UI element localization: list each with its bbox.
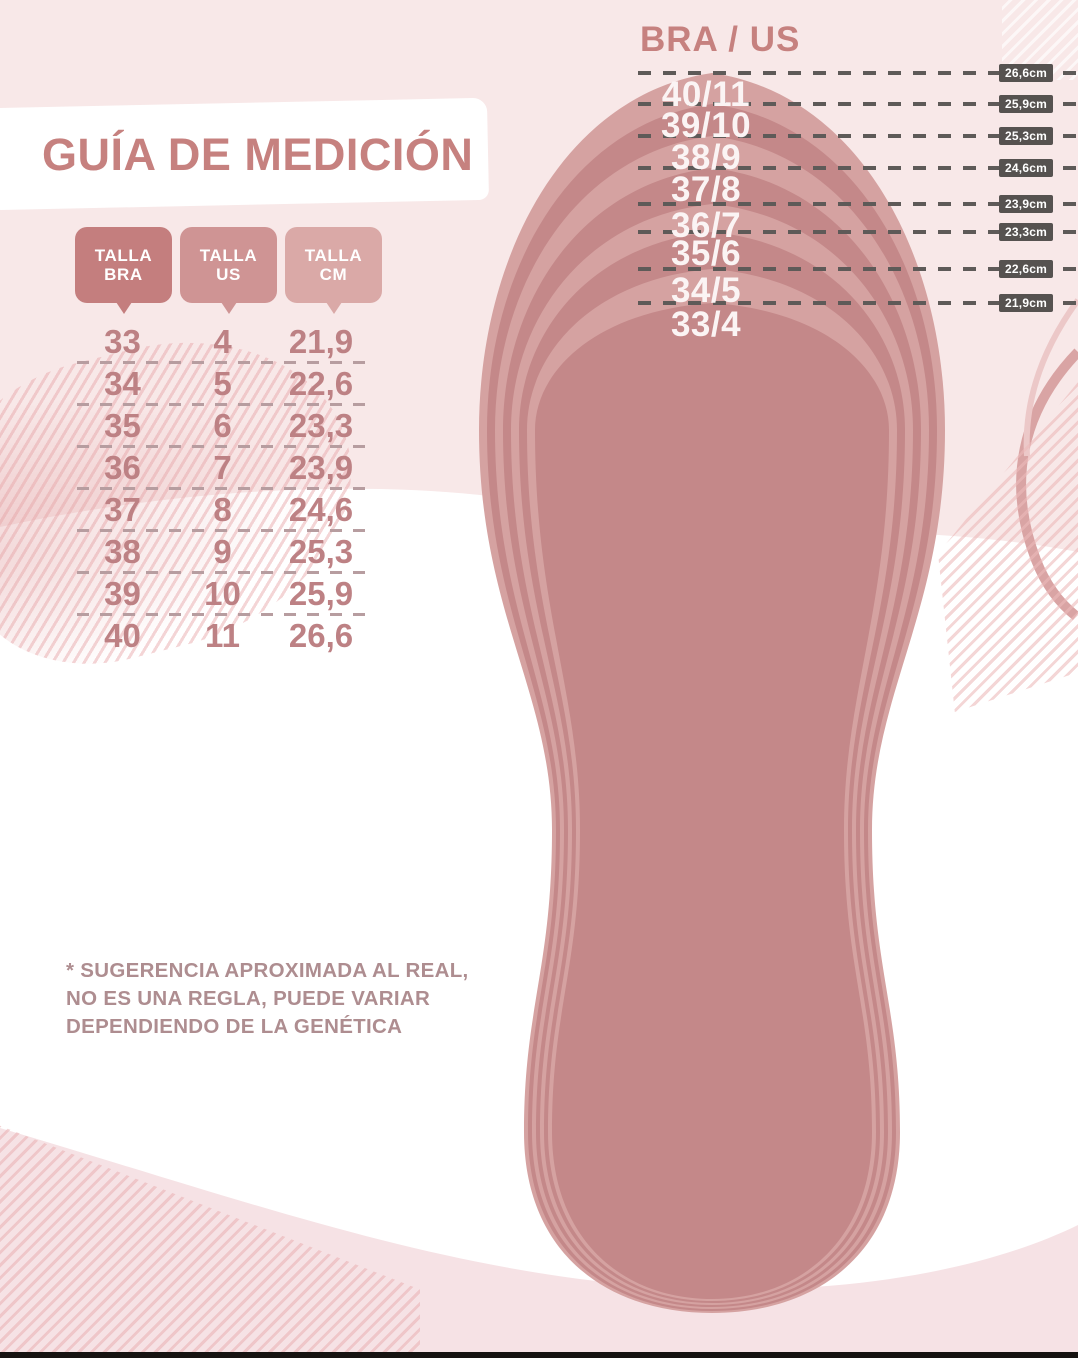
table-row: 39 10 25,9 xyxy=(75,574,367,613)
cell-bra: 34 xyxy=(104,365,141,402)
cell-cm: 22,6 xyxy=(288,365,354,402)
diagram-heading: BRA / US xyxy=(640,20,801,59)
header-line: TALLA xyxy=(304,245,363,265)
cell-cm: 25,3 xyxy=(288,533,354,570)
cm-badge: 25,9cm xyxy=(999,95,1053,113)
bottom-edge-bar xyxy=(0,1352,1078,1358)
measurement-dash-line xyxy=(638,71,1078,75)
cell-cm: 25,9 xyxy=(288,575,354,612)
cell-us: 6 xyxy=(213,407,232,444)
cell-us: 9 xyxy=(213,533,232,570)
cell-cm: 21,9 xyxy=(288,323,354,360)
cm-badge: 26,6cm xyxy=(999,64,1053,82)
cm-badge: 21,9cm xyxy=(999,294,1053,312)
cell-cm: 23,9 xyxy=(288,449,354,486)
cell-us: 4 xyxy=(213,323,232,360)
header-line: TALLA xyxy=(199,245,258,265)
cell-us: 10 xyxy=(204,575,241,612)
table-row: 37 8 24,6 xyxy=(75,490,367,529)
table-row: 33 4 21,9 xyxy=(75,322,367,361)
cell-cm: 26,6 xyxy=(288,617,354,654)
measurement-dash-line xyxy=(638,166,1078,170)
disclaimer-line: NO ES UNA REGLA, PUEDE VARIAR xyxy=(66,987,431,1010)
measurement-dash-line xyxy=(638,230,1078,234)
cell-bra: 39 xyxy=(104,575,141,612)
size-table: 33 4 21,9 34 5 22,6 35 6 23,3 36 7 23,9 … xyxy=(75,322,367,655)
size-label: 33/4 xyxy=(670,305,742,344)
cm-badge: 24,6cm xyxy=(999,159,1053,177)
cell-cm: 24,6 xyxy=(288,491,354,528)
size-label: 38/9 xyxy=(670,138,742,177)
cell-us: 8 xyxy=(213,491,232,528)
header-talla-cm: TALLA CM xyxy=(285,227,382,314)
header-line: TALLA xyxy=(94,245,153,265)
size-label: 35/6 xyxy=(670,234,742,273)
measurement-dash-line xyxy=(638,102,1078,106)
measurement-dash-line xyxy=(638,301,1078,305)
cell-cm: 23,3 xyxy=(288,407,354,444)
header-line: CM xyxy=(319,265,348,284)
insole-outline xyxy=(535,303,889,1299)
cell-bra: 36 xyxy=(104,449,141,486)
header-line: US xyxy=(216,265,241,284)
table-row: 38 9 25,3 xyxy=(75,532,367,571)
measurement-dash-line xyxy=(638,267,1078,271)
size-label: 40/11 xyxy=(661,75,751,114)
header-talla-us: TALLA US xyxy=(180,227,277,314)
disclaimer-line: * SUGERENCIA APROXIMADA AL REAL, xyxy=(66,959,469,982)
cm-badge: 23,9cm xyxy=(999,195,1053,213)
page-title: GUÍA DE MEDICIÓN xyxy=(42,129,474,180)
row-separator xyxy=(77,571,365,574)
cell-bra: 35 xyxy=(104,407,141,444)
table-row: 36 7 23,9 xyxy=(75,448,367,487)
row-separator xyxy=(77,613,365,616)
measurement-dash-line xyxy=(638,134,1078,138)
table-header-row: TALLA BRA TALLA US TALLA CM xyxy=(75,227,382,314)
size-label: 36/7 xyxy=(670,206,742,245)
size-label: 34/5 xyxy=(670,271,742,310)
size-label: 39/10 xyxy=(660,106,752,145)
cm-badge: 22,6cm xyxy=(999,260,1053,278)
row-separator xyxy=(77,487,365,490)
cell-us: 5 xyxy=(213,365,232,402)
header-talla-bra: TALLA BRA xyxy=(75,227,172,314)
cm-badge: 23,3cm xyxy=(999,223,1053,241)
cell-bra: 40 xyxy=(104,617,141,654)
disclaimer-line: DEPENDIENDO DE LA GENÉTICA xyxy=(66,1015,403,1038)
cell-us: 7 xyxy=(213,449,232,486)
cell-us: 11 xyxy=(205,617,240,654)
row-separator xyxy=(77,529,365,532)
size-label: 37/8 xyxy=(670,170,742,209)
cell-bra: 37 xyxy=(104,491,141,528)
cell-bra: 33 xyxy=(104,323,141,360)
measurement-dash-line xyxy=(638,202,1078,206)
table-row: 35 6 23,3 xyxy=(75,406,367,445)
row-separator xyxy=(77,403,365,406)
row-separator xyxy=(77,445,365,448)
row-separator xyxy=(77,361,365,364)
cell-bra: 38 xyxy=(104,533,141,570)
table-row: 40 11 26,6 xyxy=(75,616,367,655)
cm-badge: 25,3cm xyxy=(999,127,1053,145)
table-row: 34 5 22,6 xyxy=(75,364,367,403)
disclaimer-note: * SUGERENCIA APROXIMADA AL REAL, NO ES U… xyxy=(66,957,469,1041)
header-line: BRA xyxy=(104,265,143,284)
